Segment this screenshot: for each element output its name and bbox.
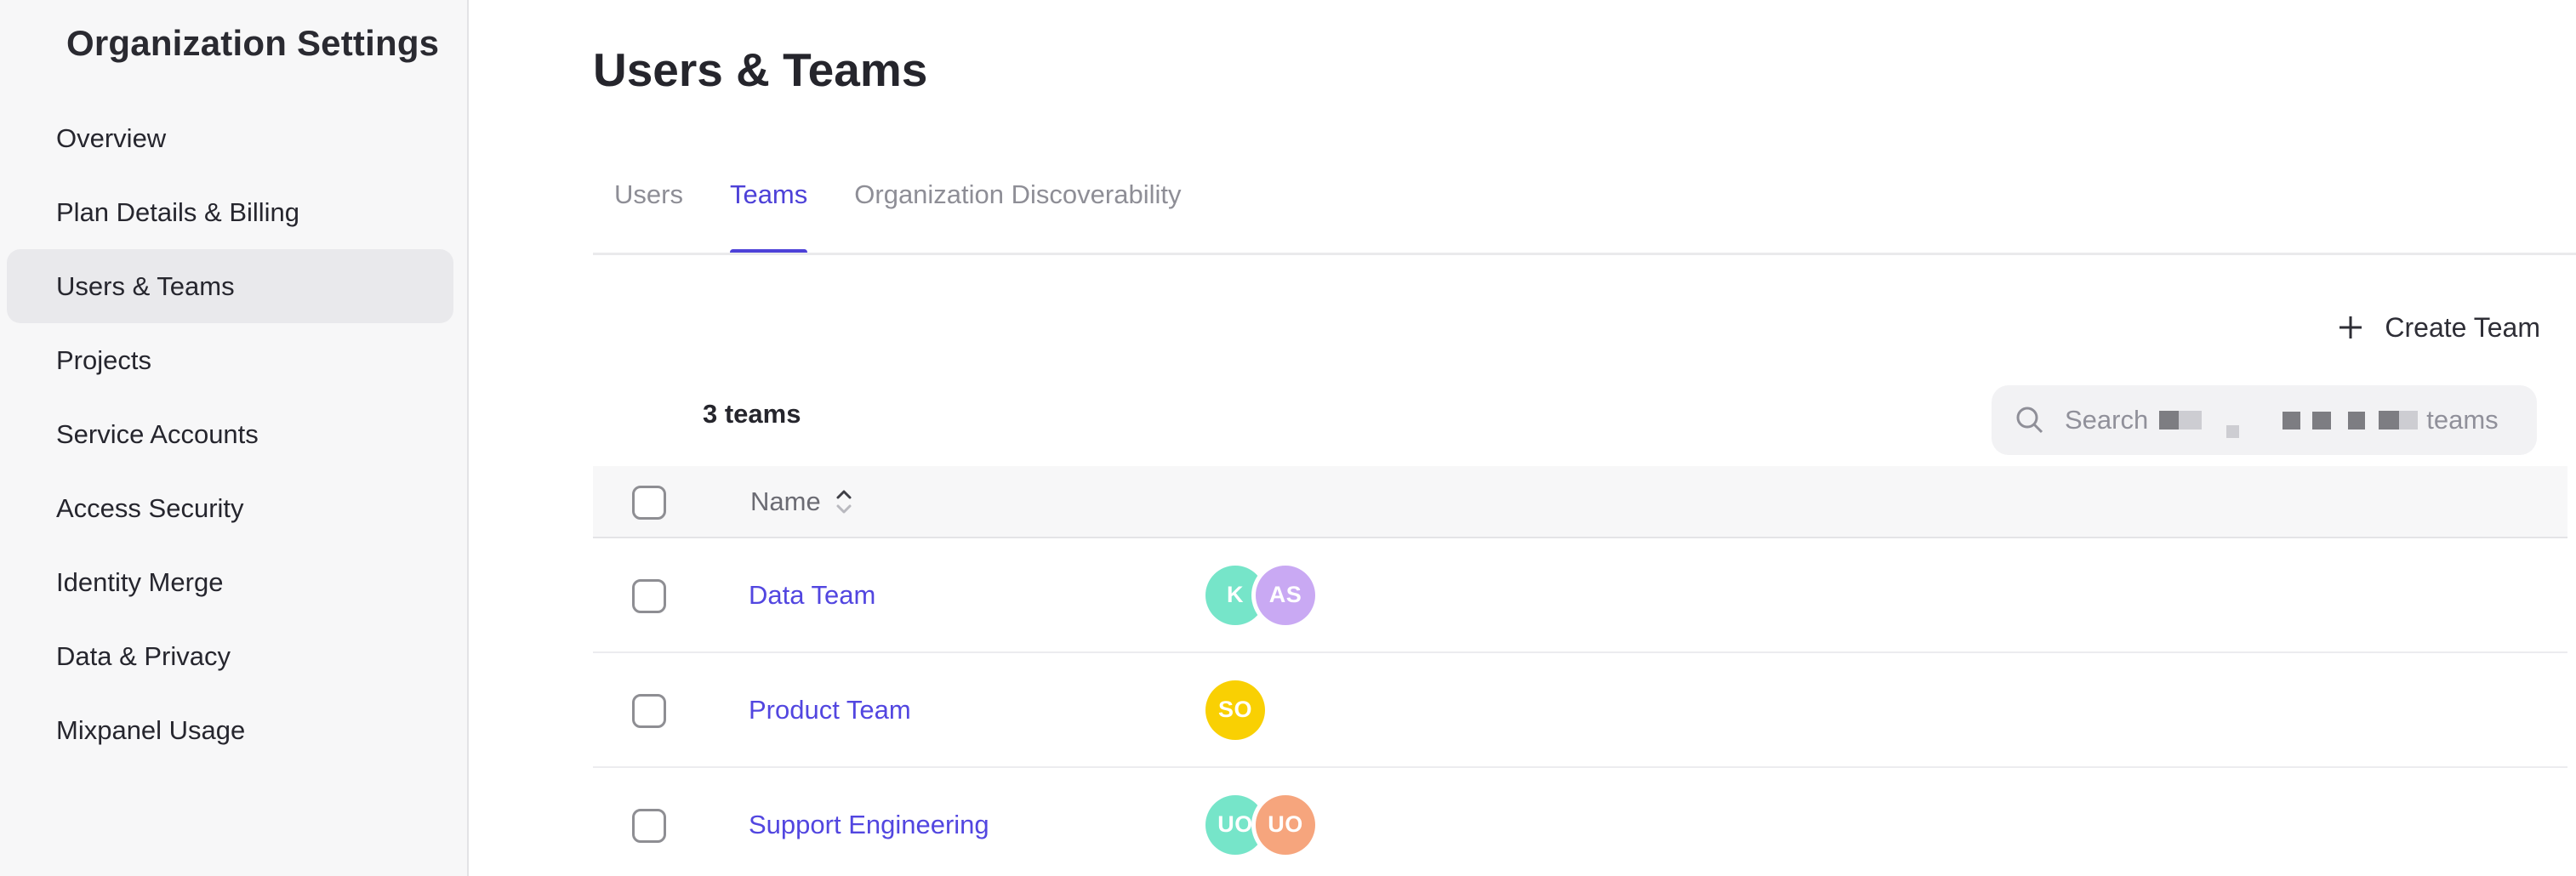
sidebar-item-label: Access Security [56,492,244,523]
plus-icon [2339,316,2362,338]
name-column-label: Name [750,486,821,516]
member-avatar-group: SO [1205,680,1325,740]
redacted-block [2312,411,2332,429]
team-name-link[interactable]: Data Team [749,579,876,610]
table-row: Product Team SO [593,653,2567,768]
table-row: Data Team K AS [593,538,2567,653]
teams-table: Name Data Team K AS Product Team SO Support E… [593,466,2567,876]
member-avatar-group: K AS [1205,565,1325,625]
organization-settings-sidebar: Organization Settings Overview Plan Detai… [0,0,469,876]
sidebar-item-label: Projects [56,344,151,375]
tab-bar: Users Teams Organization Discoverability [614,174,1181,255]
search-icon [2016,407,2043,434]
redacted-block [2226,424,2240,438]
sidebar-item-label: Overview [56,122,167,153]
sidebar-item-projects[interactable]: Projects [7,323,453,397]
name-column-header[interactable]: Name [750,486,853,518]
sidebar-item-access-security[interactable]: Access Security [7,471,453,545]
sidebar-item-label: Service Accounts [56,418,259,449]
page-title: Users & Teams [593,43,928,96]
redacted-block [2282,411,2301,429]
team-count: 3 teams [703,399,801,429]
sidebar-item-label: Identity Merge [56,566,224,597]
sidebar-title: Organization Settings [66,23,440,63]
member-avatar: UO [1205,794,1265,855]
redacted-block [2348,411,2366,429]
table-body: Data Team K AS Product Team SO Support Engine… [593,538,2567,876]
member-avatar: SO [1205,680,1265,740]
sidebar-item-service-accounts[interactable]: Service Accounts [7,397,453,471]
member-avatar: AS [1256,565,1315,625]
redacted-block [2179,411,2203,429]
row-checkbox[interactable] [632,694,666,728]
search-input[interactable]: Search teams [1992,385,2537,455]
redacted-block [2379,411,2400,429]
tab-organization-discoverability[interactable]: Organization Discoverability [854,179,1182,209]
create-team-label: Create Team [2385,311,2540,343]
row-checkbox[interactable] [632,579,666,613]
sidebar-item-mixpanel-usage[interactable]: Mixpanel Usage [7,693,453,767]
member-avatar: UO [1256,794,1315,855]
sidebar-item-plan-details-and-billing[interactable]: Plan Details & Billing [7,175,453,249]
table-row: Support Engineering UO UO [593,768,2567,876]
redacted-block [2399,411,2419,429]
sidebar-item-identity-merge[interactable]: Identity Merge [7,545,453,619]
sidebar-item-users-and-teams[interactable]: Users & Teams [7,249,453,323]
tab-teams[interactable]: Teams [729,174,808,255]
sidebar-item-overview[interactable]: Overview [7,101,453,175]
tab-users[interactable]: Users [614,179,683,209]
sort-icon [836,490,852,513]
member-avatar-group: UO UO [1205,794,1325,855]
search-placeholder-suffix: teams [2426,405,2499,435]
sidebar-nav: Overview Plan Details & Billing Users & Te… [7,101,453,767]
team-name-link[interactable]: Product Team [749,694,911,725]
member-avatar: K [1205,565,1265,625]
sidebar-item-label: Mixpanel Usage [56,714,246,745]
tabs-divider [593,253,2576,255]
row-checkbox[interactable] [632,809,666,843]
sidebar-item-label: Users & Teams [56,270,235,301]
table-header-row: Name [593,466,2567,538]
sidebar-item-label: Plan Details & Billing [56,196,300,227]
sidebar-item-label: Data & Privacy [56,640,231,671]
search-placeholder-prefix: Search [2065,405,2149,435]
select-all-checkbox[interactable] [632,486,666,520]
team-name-link[interactable]: Support Engineering [749,809,989,839]
redacted-block [2159,411,2180,429]
create-team-button[interactable]: Create Team [2337,306,2540,349]
sidebar-item-data-and-privacy[interactable]: Data & Privacy [7,619,453,693]
